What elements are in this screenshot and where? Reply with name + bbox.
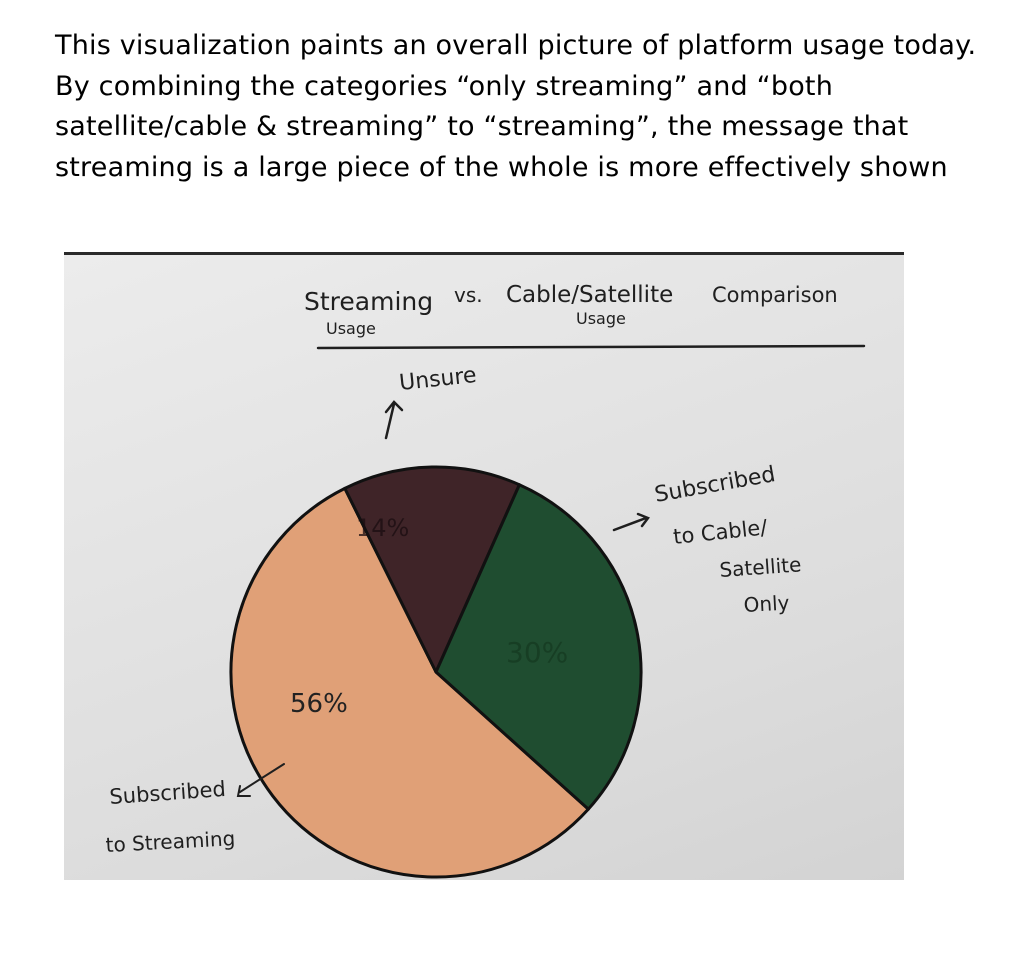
slice-label-cable-line4: Only [743,591,790,617]
slice-label-cable-line2: to Cable/ [672,515,769,549]
pie-slice-unsure [343,465,521,674]
chart-subtitle-usage-1: Usage [326,319,376,338]
arrow-streaming [236,763,285,797]
slice-value-label-cable: 30% [506,636,568,669]
slice-label-unsure: Unsure [398,363,478,396]
slice-label-cable-line1: Subscribed [653,462,778,508]
caption-text: This visualization paints an overall pic… [55,30,977,183]
chart-title-cable-satellite: Cable/Satellite [506,282,673,308]
pie-slice-streaming [229,486,590,879]
title-underline [316,344,866,350]
pie-slice-cable [434,483,643,811]
chart-title-vs: vs. [454,283,483,307]
slice-value-label-unsure: 14% [356,514,409,542]
pie-slices [229,465,643,879]
slice-label-streaming-line1: Subscribed [109,777,227,809]
chart-photo: Streaming vs. Cable/Satellite Comparison… [64,252,904,880]
chart-title-streaming: Streaming [304,287,433,316]
chart-title-comparison: Comparison [712,283,838,307]
arrow-unsure [384,400,404,440]
slice-label-streaming-line2: to Streaming [105,826,236,857]
arrow-cable [612,512,650,532]
photo-top-edge [64,252,904,255]
slice-label-cable-line3: Satellite [719,552,802,582]
chart-subtitle-usage-2: Usage [576,309,626,328]
slice-value-label-streaming: 56% [290,689,348,719]
pie-chart: Streaming vs. Cable/Satellite Comparison… [105,282,866,879]
